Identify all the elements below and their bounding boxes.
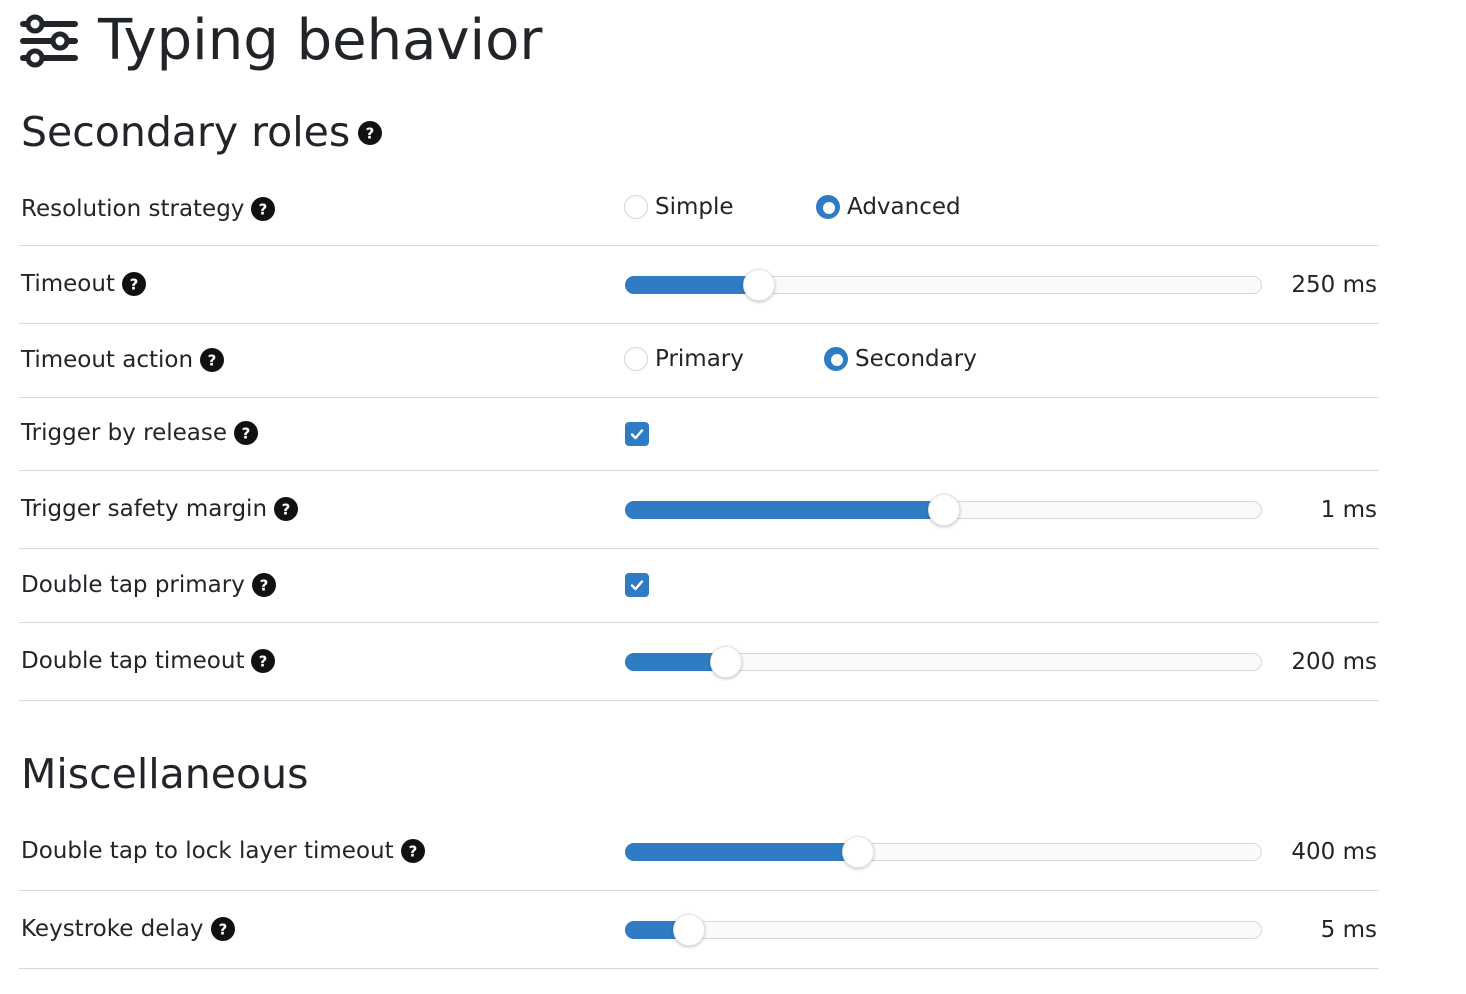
setting-label-text: Double tap primary (21, 572, 245, 598)
slider-thumb[interactable] (673, 914, 705, 946)
question-circle-icon[interactable]: ? (121, 272, 146, 296)
keystroke-delay-slider[interactable] (625, 914, 1262, 946)
question-circle-icon[interactable]: ? (274, 497, 299, 521)
sliders-icon (20, 14, 78, 68)
setting-row-double-tap-lock-layer-timeout: Double tap to lock layer timeout ? 400 m… (19, 813, 1379, 891)
radio-circle[interactable] (824, 347, 848, 371)
setting-label: Timeout action ? (21, 347, 225, 373)
setting-row-timeout-action: Timeout action ? Primary Secondary (19, 324, 1379, 398)
setting-label: Trigger by release ? (21, 420, 259, 446)
question-circle-icon[interactable]: ? (251, 573, 276, 597)
setting-label-text: Timeout (21, 271, 115, 297)
setting-row-trigger-safety-margin: Trigger safety margin ? 1 ms (19, 471, 1379, 549)
slider-thumb[interactable] (928, 494, 960, 526)
double-tap-timeout-slider[interactable] (625, 646, 1262, 678)
question-circle-icon[interactable]: ? (400, 839, 425, 863)
radio-circle[interactable] (624, 347, 648, 371)
setting-row-double-tap-primary: Double tap primary ? (19, 549, 1379, 623)
timeout-value: 250 ms (1291, 272, 1377, 298)
svg-text:?: ? (259, 653, 268, 671)
double-tap-primary-checkbox[interactable] (625, 573, 649, 597)
setting-label-text: Timeout action (21, 347, 194, 373)
radio-label: Advanced (847, 194, 961, 220)
setting-label: Trigger safety margin ? (21, 496, 299, 522)
keystroke-delay-value: 5 ms (1320, 917, 1377, 943)
checkmark-icon (630, 429, 644, 440)
section-title-text: Secondary roles (21, 108, 351, 156)
svg-text:?: ? (366, 124, 375, 142)
trigger-safety-margin-value: 1 ms (1320, 497, 1377, 523)
slider-thumb[interactable] (842, 836, 874, 868)
svg-text:?: ? (218, 921, 227, 939)
slider-fill (625, 653, 726, 671)
setting-label-text: Trigger safety margin (21, 496, 268, 522)
svg-text:?: ? (208, 352, 217, 370)
page-title: Typing behavior (98, 8, 543, 73)
question-circle-icon[interactable]: ? (358, 120, 383, 145)
radio-primary[interactable]: Primary (624, 346, 744, 372)
question-circle-icon[interactable]: ? (251, 649, 276, 673)
slider-thumb[interactable] (743, 269, 775, 301)
question-circle-icon[interactable]: ? (210, 917, 235, 941)
question-circle-icon[interactable]: ? (200, 348, 225, 372)
setting-row-resolution-strategy: Resolution strategy ? Simple Advanced (19, 176, 1379, 246)
svg-text:?: ? (242, 425, 251, 443)
svg-text:?: ? (282, 501, 291, 519)
svg-text:?: ? (408, 843, 417, 861)
double-tap-lock-layer-timeout-value: 400 ms (1291, 839, 1377, 865)
radio-label: Secondary (855, 346, 977, 372)
setting-label: Double tap primary ? (21, 572, 276, 598)
setting-row-timeout: Timeout ? 250 ms (19, 246, 1379, 324)
radio-label: Primary (655, 346, 744, 372)
timeout-slider[interactable] (625, 269, 1262, 301)
setting-label: Timeout ? (21, 271, 146, 297)
page-header: Typing behavior (18, 6, 542, 76)
question-circle-icon[interactable]: ? (251, 197, 276, 221)
double-tap-timeout-value: 200 ms (1291, 649, 1377, 675)
slider-thumb[interactable] (710, 646, 742, 678)
double-tap-lock-layer-timeout-slider[interactable] (625, 836, 1262, 868)
radio-circle[interactable] (816, 195, 840, 219)
setting-row-keystroke-delay: Keystroke delay ? 5 ms (19, 891, 1379, 969)
svg-text:?: ? (130, 276, 139, 294)
setting-row-double-tap-timeout: Double tap timeout ? 200 ms (19, 623, 1379, 701)
setting-row-trigger-by-release: Trigger by release ? (19, 398, 1379, 471)
setting-label: Double tap timeout ? (21, 648, 276, 674)
trigger-by-release-checkbox[interactable] (625, 422, 649, 446)
slider-fill (625, 501, 944, 519)
radio-secondary[interactable]: Secondary (824, 346, 977, 372)
section-title-miscellaneous: Miscellaneous (21, 754, 308, 795)
radio-advanced[interactable]: Advanced (816, 194, 961, 220)
slider-track[interactable] (625, 921, 1262, 939)
setting-label: Resolution strategy ? (21, 196, 276, 222)
svg-text:?: ? (259, 201, 268, 219)
setting-label-text: Double tap to lock layer timeout (21, 838, 394, 864)
slider-fill (625, 843, 858, 861)
setting-label: Double tap to lock layer timeout ? (21, 838, 425, 864)
radio-circle[interactable] (624, 195, 648, 219)
svg-text:?: ? (260, 577, 269, 595)
setting-label-text: Double tap timeout (21, 648, 245, 674)
radio-simple[interactable]: Simple (624, 194, 734, 220)
setting-label-text: Resolution strategy (21, 196, 245, 222)
setting-label-text: Keystroke delay (21, 916, 204, 942)
section-title-secondary-roles: Secondary roles ? (21, 108, 383, 156)
question-circle-icon[interactable]: ? (234, 421, 259, 445)
section-title-text: Miscellaneous (21, 750, 309, 798)
setting-label-text: Trigger by release (21, 420, 228, 446)
trigger-safety-margin-slider[interactable] (625, 494, 1262, 526)
slider-fill (625, 276, 759, 294)
radio-label: Simple (655, 194, 734, 220)
checkmark-icon (630, 580, 644, 591)
setting-label: Keystroke delay ? (21, 916, 235, 942)
